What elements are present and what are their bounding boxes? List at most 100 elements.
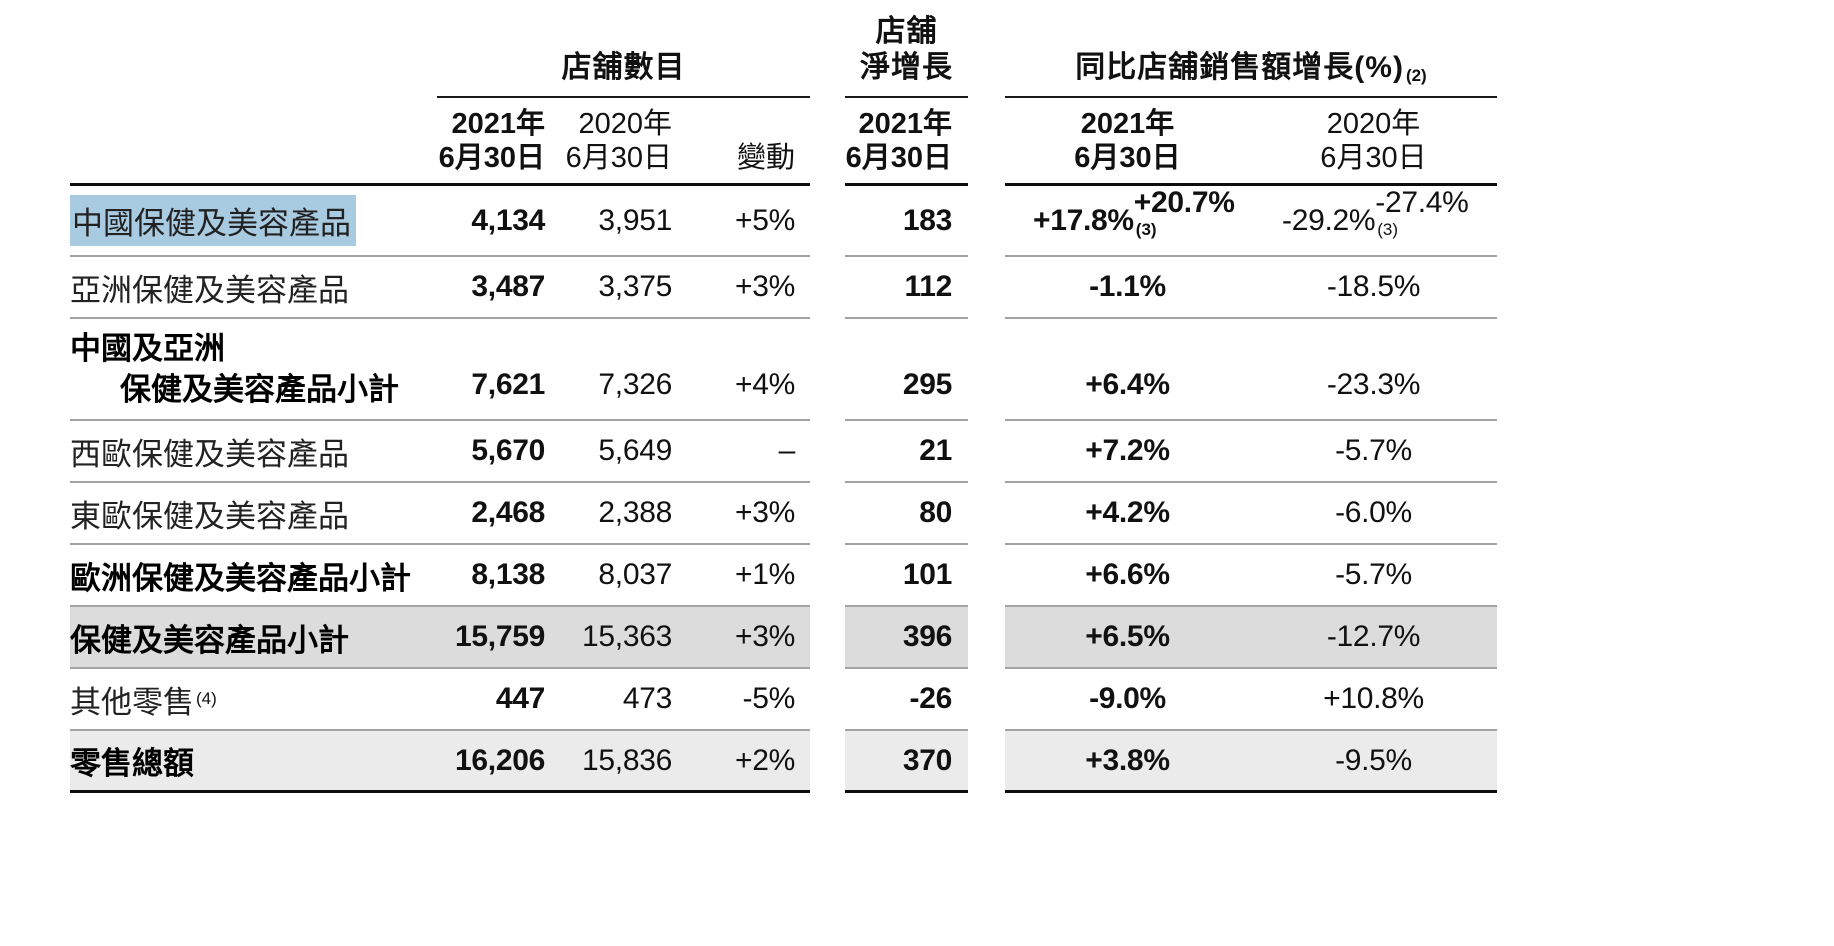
stores-2021-value: 4,134	[471, 203, 545, 237]
column-gap	[968, 257, 1005, 319]
store-change-cell: +3%	[690, 483, 810, 545]
group-header-spacer	[70, 20, 437, 98]
sales-growth-2021-adjusted-value: +20.7%	[1133, 186, 1235, 219]
footnote-marker-3: (3)	[1377, 220, 1399, 239]
store-change-cell: +2%	[690, 731, 810, 793]
stores-2021-cell: 8,138	[437, 545, 560, 607]
table-row: 中國保健及美容產品 4,134 3,951 +5% 183 +17.8% +20.7%(3)…	[70, 186, 1497, 257]
column-header-change: 變動	[690, 98, 810, 186]
row-label: 亞洲保健及美容產品	[70, 272, 349, 308]
sales-growth-2021-value: +6.4%	[1085, 368, 1170, 401]
stores-2020-cell: 15,836	[560, 731, 690, 793]
row-label-cell: 其他零售 (4)	[70, 669, 437, 731]
store-change-value: +3%	[735, 496, 795, 529]
stores-2020-cell: 15,363	[560, 607, 690, 669]
sales-growth-2020-cell: +10.8%	[1250, 669, 1497, 731]
row-label-cell: 東歐保健及美容產品	[70, 483, 437, 545]
sales-growth-2020-value: -12.7%	[1326, 620, 1421, 653]
net-growth-value: 396	[902, 620, 952, 653]
footnote-marker-2: (2)	[1405, 66, 1427, 85]
sales-growth-2020-cell: -18.5%	[1250, 257, 1497, 319]
column-header-sales-growth-2021-text: 2021年 6月30日	[1074, 107, 1180, 175]
group-header-same-store-sales: 同比店舖銷售額增長(%) (2)	[1005, 20, 1497, 98]
sales-growth-2021-value: +7.2%	[1085, 434, 1170, 467]
stores-2021-cell: 15,759	[437, 607, 560, 669]
store-change-cell: +3%	[690, 607, 810, 669]
stores-2021-cell: 3,487	[437, 257, 560, 319]
column-gap	[810, 669, 845, 731]
net-growth-cell: -26	[845, 669, 968, 731]
stores-2021-cell: 16,206	[437, 731, 560, 793]
row-label-cell: 中國保健及美容產品	[70, 186, 437, 257]
year-2020: 2020年	[578, 108, 672, 140]
sales-growth-2020-cell: -9.5%	[1250, 731, 1497, 793]
stores-2020-cell: 3,375	[560, 257, 690, 319]
store-change-cell: -5%	[690, 669, 810, 731]
column-gap	[968, 421, 1005, 483]
sales-growth-2020-value: -5.7%	[1335, 434, 1412, 467]
store-change-cell: +1%	[690, 545, 810, 607]
selected-row-label[interactable]: 中國保健及美容產品	[70, 195, 356, 246]
date-jun30: 6月30日	[1074, 142, 1181, 174]
column-header-net-growth-2021: 2021年 6月30日	[845, 98, 968, 186]
sales-growth-2021-cell: +3.8%	[1005, 731, 1250, 793]
table-group-header-row: 店舖數目 店舖 淨增長 同比店舖銷售額增長(%) (2)	[70, 14, 1497, 98]
stores-2020-cell: 5,649	[560, 421, 690, 483]
stores-2021-value: 8,138	[471, 558, 545, 591]
column-gap	[810, 20, 845, 98]
sales-growth-2021-value: +6.6%	[1085, 558, 1170, 591]
sales-growth-2020-value: +10.8%	[1323, 682, 1424, 715]
column-gap	[810, 731, 845, 793]
column-gap	[810, 545, 845, 607]
table-row: 歐洲保健及美容產品小計 8,138 8,037 +1% 101 +6.6% -5.7%	[70, 545, 1497, 607]
year-2021: 2021年	[451, 108, 545, 140]
group-header-same-store-sales-label: 同比店舖銷售額增長(%)	[1075, 51, 1404, 84]
net-growth-value: 80	[919, 496, 952, 529]
column-gap	[810, 483, 845, 545]
net-growth-value: 21	[919, 434, 952, 467]
group-header-net-growth-line1: 店舖	[875, 15, 938, 48]
sales-growth-2020-cell: -23.3%	[1250, 319, 1497, 421]
row-label: 東歐保健及美容產品	[70, 498, 349, 534]
table-row: 零售總額 16,206 15,836 +2% 370 +3.8% -9.5%	[70, 731, 1497, 793]
stores-2021-cell: 4,134	[437, 186, 560, 257]
change-label: 變動	[736, 142, 795, 174]
group-header-net-growth-line2: 淨增長	[860, 51, 953, 84]
sales-growth-2020-cell: -5.7%	[1250, 421, 1497, 483]
row-label-cell: 零售總額	[70, 731, 437, 793]
column-gap	[810, 186, 845, 257]
sales-growth-2021-value: +17.8%	[1033, 203, 1134, 237]
row-label: 西歐保健及美容產品	[70, 436, 349, 472]
store-change-value: +3%	[735, 270, 795, 303]
date-jun30: 6月30日	[565, 142, 672, 174]
stores-2020-cell: 2,388	[560, 483, 690, 545]
date-jun30: 6月30日	[438, 142, 545, 174]
net-growth-cell: 295	[845, 319, 968, 421]
stores-2020-cell: 8,037	[560, 545, 690, 607]
net-growth-cell: 80	[845, 483, 968, 545]
table-row: 其他零售 (4) 447 473 -5% -26 -9.0% +10.8%	[70, 669, 1497, 731]
store-change-cell: +4%	[690, 319, 810, 421]
store-change-value: –	[778, 434, 796, 467]
stores-2020-value: 8,037	[598, 558, 672, 591]
column-header-spacer	[70, 98, 437, 186]
table-row: 東歐保健及美容產品 2,468 2,388 +3% 80 +4.2% -6.0%	[70, 483, 1497, 545]
column-gap	[968, 607, 1005, 669]
sales-growth-2021-value: +6.5%	[1085, 620, 1170, 653]
store-change-value: +5%	[735, 203, 795, 237]
net-growth-value: 183	[902, 203, 952, 237]
net-growth-cell: 101	[845, 545, 968, 607]
sales-growth-2020-cell: -12.7%	[1250, 607, 1497, 669]
sales-growth-2020-value: -18.5%	[1326, 270, 1421, 303]
stores-2021-value: 447	[495, 682, 545, 715]
stores-2021-cell: 2,468	[437, 483, 560, 545]
stores-2020-value: 15,836	[582, 743, 672, 777]
stores-2021-cell: 5,670	[437, 421, 560, 483]
column-gap	[968, 545, 1005, 607]
sales-growth-2020-adjusted: -27.4%(3)	[1375, 186, 1491, 255]
column-gap	[810, 257, 845, 319]
store-change-cell: +5%	[690, 186, 810, 257]
column-header-stores-2020: 2020年 6月30日	[560, 98, 690, 186]
column-gap	[968, 186, 1005, 257]
stores-2020-value: 5,649	[598, 434, 672, 467]
